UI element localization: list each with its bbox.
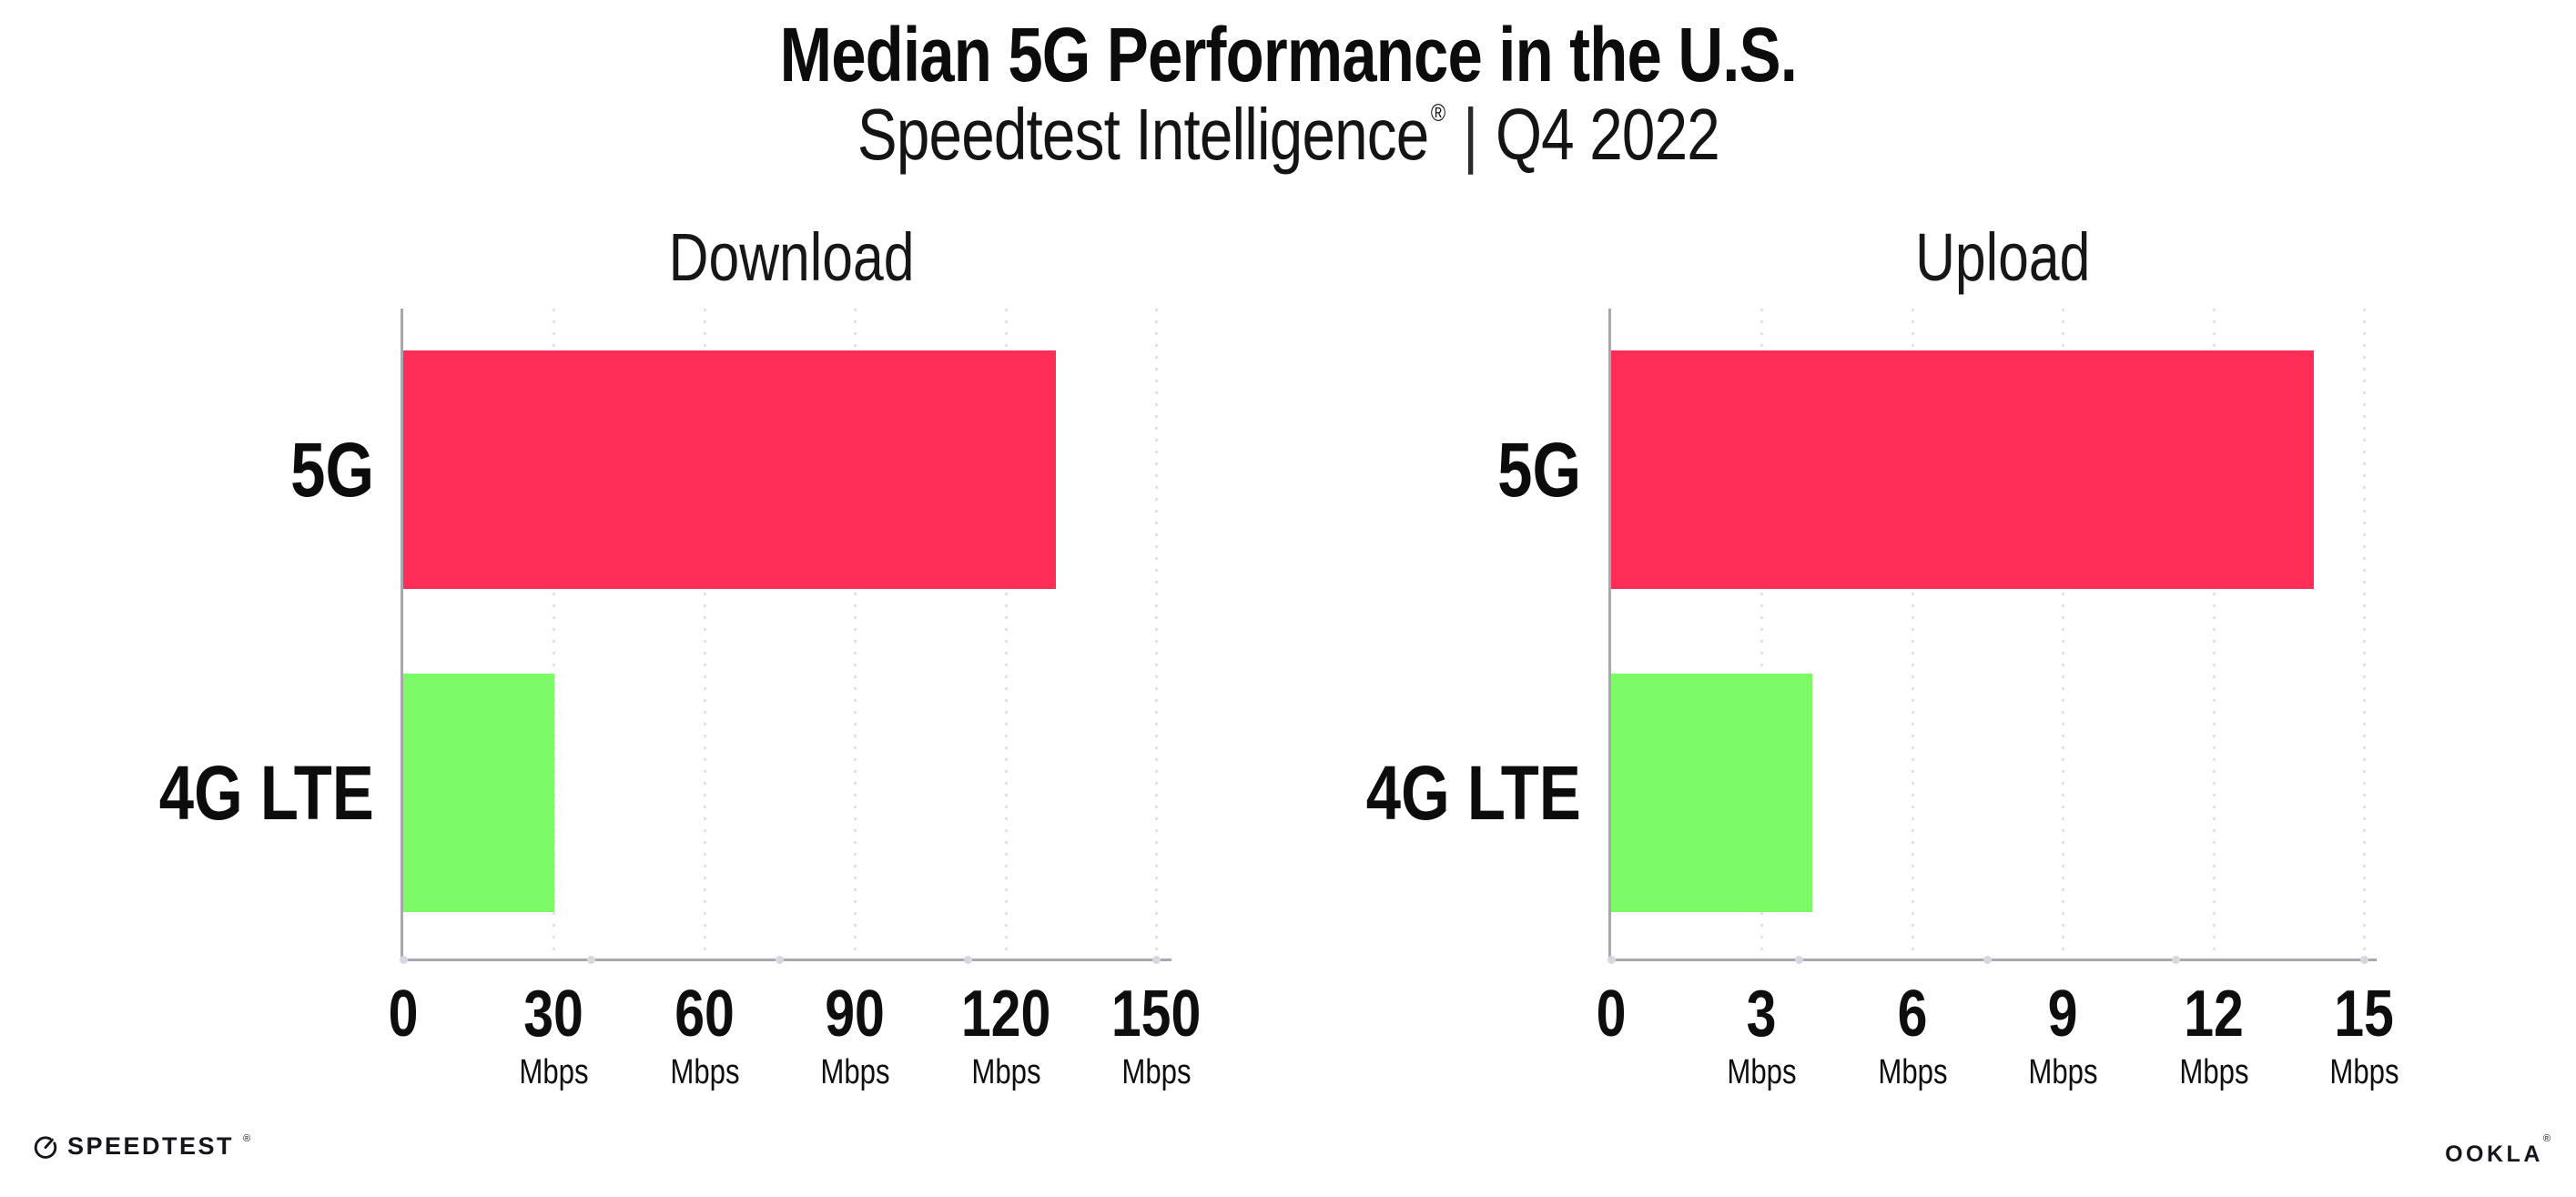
category-label-upload-5g: 5G xyxy=(1497,427,1581,512)
tick-label-upload-12: 12 Mbps xyxy=(2095,981,2332,1090)
tick-number: 150 xyxy=(1111,978,1202,1050)
axis-dot xyxy=(2172,956,2181,964)
subtitle-brand: Speedtest Intelligence xyxy=(857,94,1429,175)
gridline-download-60 xyxy=(703,309,706,959)
tick-number: 120 xyxy=(960,978,1051,1050)
chart-title-upload: Upload xyxy=(1914,219,2091,295)
axis-dot xyxy=(1152,956,1161,964)
axis-dot xyxy=(2360,956,2368,964)
tick-unit-label: Mbps xyxy=(519,1053,589,1091)
speedtest-logo: SPEEDTEST ® xyxy=(33,1132,250,1161)
page-title: Median 5G Performance in the U.S. xyxy=(779,12,1797,97)
tick-unit-label: Mbps xyxy=(2028,1053,2098,1091)
bar-upload-5g xyxy=(1611,350,2315,589)
axis-dot xyxy=(1795,956,1804,964)
gridline-upload-15 xyxy=(2363,309,2366,959)
gridline-upload-6 xyxy=(1911,309,1914,959)
tick-number: 0 xyxy=(1596,978,1627,1050)
subtitle-divider: | xyxy=(1462,94,1478,175)
tick-label-upload-3: 3 Mbps xyxy=(1644,981,1881,1090)
tick-label-download-0: 0 xyxy=(285,981,522,1047)
registered-mark: ® xyxy=(1430,99,1445,127)
tick-unit-label: Mbps xyxy=(1877,1053,1948,1091)
bar-upload-4g-lte xyxy=(1611,674,1812,912)
tick-number: 60 xyxy=(674,978,735,1050)
x-axis-line-download xyxy=(401,959,1171,961)
tick-label-download-150: 150 Mbps xyxy=(1039,981,1275,1090)
axis-dot xyxy=(399,956,408,964)
axis-dot xyxy=(964,956,973,964)
y-axis-spine-upload xyxy=(1608,309,1611,961)
tick-label-upload-9: 9 Mbps xyxy=(1945,981,2182,1090)
chart-title-download: Download xyxy=(669,219,915,295)
tick-unit-label: Mbps xyxy=(2329,1053,2399,1091)
tick-label-download-60: 60 Mbps xyxy=(586,981,823,1090)
speedtest-gauge-icon xyxy=(34,1135,57,1159)
gridline-download-120 xyxy=(1004,309,1008,959)
tick-number: 30 xyxy=(523,978,584,1050)
category-label-download-5g: 5G xyxy=(290,427,374,512)
ookla-registered-mark: ® xyxy=(2542,1133,2551,1144)
ookla-wordmark: OOKLA xyxy=(2445,1141,2543,1167)
axis-dot xyxy=(1983,956,1993,964)
tick-unit-label: Mbps xyxy=(2178,1053,2249,1091)
tick-number: 3 xyxy=(1747,978,1777,1050)
speedtest-wordmark: SPEEDTEST xyxy=(67,1132,235,1160)
subtitle-period: Q4 2022 xyxy=(1495,94,1720,175)
y-axis-spine-download xyxy=(401,309,403,961)
axis-dot xyxy=(587,956,596,964)
gridline-upload-3 xyxy=(1760,309,1763,959)
category-label-upload-4g-lte: 4G LTE xyxy=(1365,750,1581,836)
tick-label-download-90: 90 Mbps xyxy=(737,981,974,1090)
speedtest-registered-mark: ® xyxy=(243,1132,251,1144)
gridline-download-90 xyxy=(854,309,857,959)
tick-label-upload-0: 0 xyxy=(1493,981,1729,1047)
tick-number: 0 xyxy=(388,978,419,1050)
tick-number: 15 xyxy=(2334,978,2395,1050)
bar-download-4g-lte xyxy=(403,674,554,912)
x-axis-line-upload xyxy=(1608,959,2377,961)
tick-unit-label: Mbps xyxy=(669,1053,740,1091)
tick-label-upload-15: 15 Mbps xyxy=(2246,981,2483,1090)
tick-label-upload-6: 6 Mbps xyxy=(1794,981,2031,1090)
tick-number: 6 xyxy=(1897,978,1928,1050)
tick-unit-label: Mbps xyxy=(970,1053,1041,1091)
category-label-download-4g-lte: 4G LTE xyxy=(158,750,374,836)
tick-label-download-120: 120 Mbps xyxy=(887,981,1124,1090)
tick-label-download-30: 30 Mbps xyxy=(436,981,673,1090)
gridline-upload-9 xyxy=(2062,309,2064,959)
bar-download-5g xyxy=(403,350,1057,589)
page-subtitle: Speedtest Intelligence® | Q4 2022 xyxy=(0,93,2576,177)
tick-number: 90 xyxy=(825,978,886,1050)
tick-number: 9 xyxy=(2048,978,2078,1050)
gridline-download-150 xyxy=(1155,309,1158,959)
ookla-logo: OOKLA ® xyxy=(2445,1133,2551,1168)
tick-unit-label: Mbps xyxy=(1121,1053,1192,1091)
tick-unit-label: Mbps xyxy=(1727,1053,1797,1091)
axis-dot xyxy=(1607,956,1616,964)
axis-dot xyxy=(776,956,785,964)
gridline-download-30 xyxy=(553,309,555,959)
tick-unit-label: Mbps xyxy=(820,1053,890,1091)
tick-number: 12 xyxy=(2184,978,2244,1050)
gridline-upload-12 xyxy=(2212,309,2216,959)
